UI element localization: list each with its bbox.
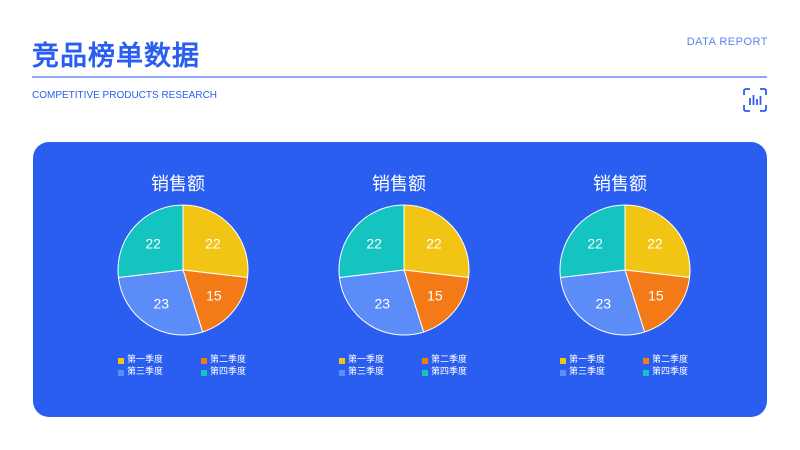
pie-svg: 22 15 23 22 [117,204,249,336]
scan-chart-icon [743,88,767,112]
legend-swatch [560,357,566,364]
legend-item-q3[interactable]: 第三季度 [560,367,605,378]
pie-svg: 22 15 23 22 [559,204,691,336]
legend-item-q2[interactable]: 第二季度 [643,355,688,366]
charts-panel: 销售额 22 15 23 22 第一季度 第二季度第三季度 第四季度 销售额 22 15 23… [33,142,767,417]
pie-svg: 22 15 23 22 [338,204,470,336]
legend-label: 第四季度 [431,367,468,377]
legend-label: 第一季度 [127,355,164,365]
legend-swatch [118,369,124,376]
pie-slice-q3 [338,269,425,336]
chart-title: 销售额 [372,174,426,195]
legend-swatch [422,357,428,364]
legend-swatch [339,357,345,364]
legend-swatch [339,369,345,376]
legend-item-q3[interactable]: 第三季度 [339,367,384,378]
chart-title: 销售额 [593,174,647,195]
legend-swatch [118,357,124,364]
pie-slice-q2 [182,269,249,333]
pie-slice-q4 [338,204,405,279]
report-label: DATA REPORT [686,36,768,48]
legend-item-q1[interactable]: 第一季度 [118,355,163,366]
pie-data-label: 23 [595,296,611,312]
pie-data-label: 22 [366,235,382,251]
legend-item-q1[interactable]: 第一季度 [339,355,384,366]
pie-slice-q4 [117,204,184,279]
pie-data-label: 23 [374,296,390,312]
legend-label: 第一季度 [569,355,606,365]
pie-slice-q2 [624,269,691,333]
pie-data-label: 22 [145,235,161,251]
legend-label: 第四季度 [652,367,689,377]
legend-label: 第三季度 [569,367,606,377]
legend-label: 第一季度 [348,355,385,365]
pie-data-label: 22 [647,235,663,251]
legend-label: 第二季度 [210,355,247,365]
legend-label: 第三季度 [348,367,385,377]
page-title: 竞品榜单数据 [32,41,200,72]
legend-swatch [643,369,649,376]
legend-item-q4[interactable]: 第四季度 [422,367,467,378]
legend-swatch [201,369,207,376]
pie-slice-q1 [624,204,691,279]
legend-item-q4[interactable]: 第四季度 [643,367,688,378]
pie-data-label: 15 [427,287,443,303]
legend-label: 第四季度 [210,367,247,377]
legend-swatch [560,369,566,376]
pie-data-label: 15 [648,287,664,303]
pie-data-label: 22 [205,235,221,251]
pie-data-label: 22 [426,235,442,251]
pie-chart-3: 销售额 22 15 23 22 第一季度 第二季度第三季度 第四季度 [505,142,735,417]
legend-item-q2[interactable]: 第二季度 [201,355,246,366]
legend-label: 第二季度 [431,355,468,365]
pie-slice-q1 [403,204,470,279]
chart-title: 销售额 [151,174,205,195]
legend-item-q2[interactable]: 第二季度 [422,355,467,366]
legend-swatch [201,357,207,364]
legend-swatch [422,369,428,376]
legend-item-q1[interactable]: 第一季度 [560,355,605,366]
header-divider [32,76,767,78]
pie-slice-q4 [559,204,626,279]
legend-item-q3[interactable]: 第三季度 [118,367,163,378]
pie-chart-1: 销售额 22 15 23 22 第一季度 第二季度第三季度 第四季度 [63,142,293,417]
legend-item-q4[interactable]: 第四季度 [201,367,246,378]
legend-label: 第二季度 [652,355,689,365]
pie-slice-q1 [182,204,249,279]
page-subtitle: COMPETITIVE PRODUCTS RESEARCH [32,90,218,101]
pie-data-label: 23 [153,296,169,312]
pie-slice-q3 [559,269,646,336]
pie-chart-2: 销售额 22 15 23 22 第一季度 第二季度第三季度 第四季度 [284,142,514,417]
pie-data-label: 22 [587,235,603,251]
legend-swatch [643,357,649,364]
pie-data-label: 15 [206,287,222,303]
legend-label: 第三季度 [127,367,164,377]
pie-slice-q2 [403,269,470,333]
pie-slice-q3 [117,269,204,336]
